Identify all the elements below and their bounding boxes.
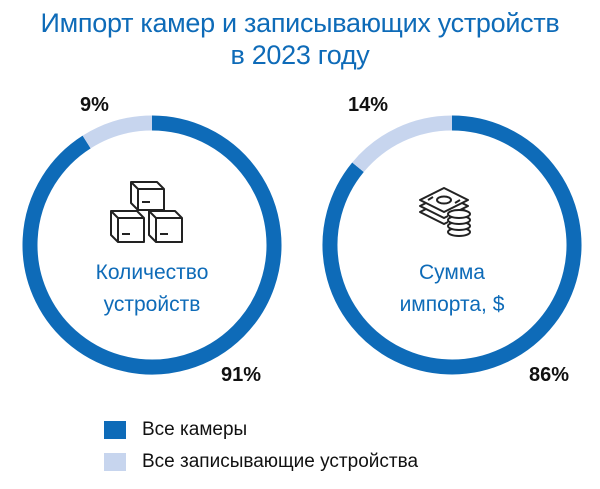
slice-label-recorders-count: 9% [80, 94, 109, 116]
slice-recorders-count [82, 115, 153, 149]
donut-chart-count: 9% 91% Количество устройств [22, 94, 282, 386]
legend-label-cameras: Все камеры [142, 419, 248, 440]
slice-label-cameras-count: 91% [221, 364, 261, 386]
donut-chart-sum: 14% 86% Сумма импорта, $ [322, 94, 582, 386]
center-label-sum-line-2: импорта, $ [400, 293, 505, 316]
center-label-count-line-2: устройств [104, 293, 201, 316]
slice-cameras-sum [322, 115, 582, 375]
chart-title-line-1: Импорт камер и записывающих устройств [40, 8, 560, 38]
legend-swatch-cameras [104, 421, 126, 439]
chart-title-line-2: в 2023 году [230, 40, 370, 70]
money-stack-icon [419, 187, 471, 237]
slice-cameras-count [22, 115, 282, 375]
slice-recorders-sum [352, 115, 453, 173]
slice-label-cameras-sum: 86% [529, 364, 569, 386]
slice-label-recorders-sum: 14% [348, 94, 388, 116]
legend-item-recorders: Все записывающие устройства [104, 451, 418, 473]
legend-item-cameras: Все камеры [104, 419, 247, 441]
center-label-sum-line-1: Сумма [419, 261, 485, 284]
legend-swatch-recorders [104, 453, 126, 471]
legend-label-recorders: Все записывающие устройства [142, 451, 419, 472]
boxes-icon [110, 181, 183, 243]
center-label-count-line-1: Количество [96, 261, 209, 284]
